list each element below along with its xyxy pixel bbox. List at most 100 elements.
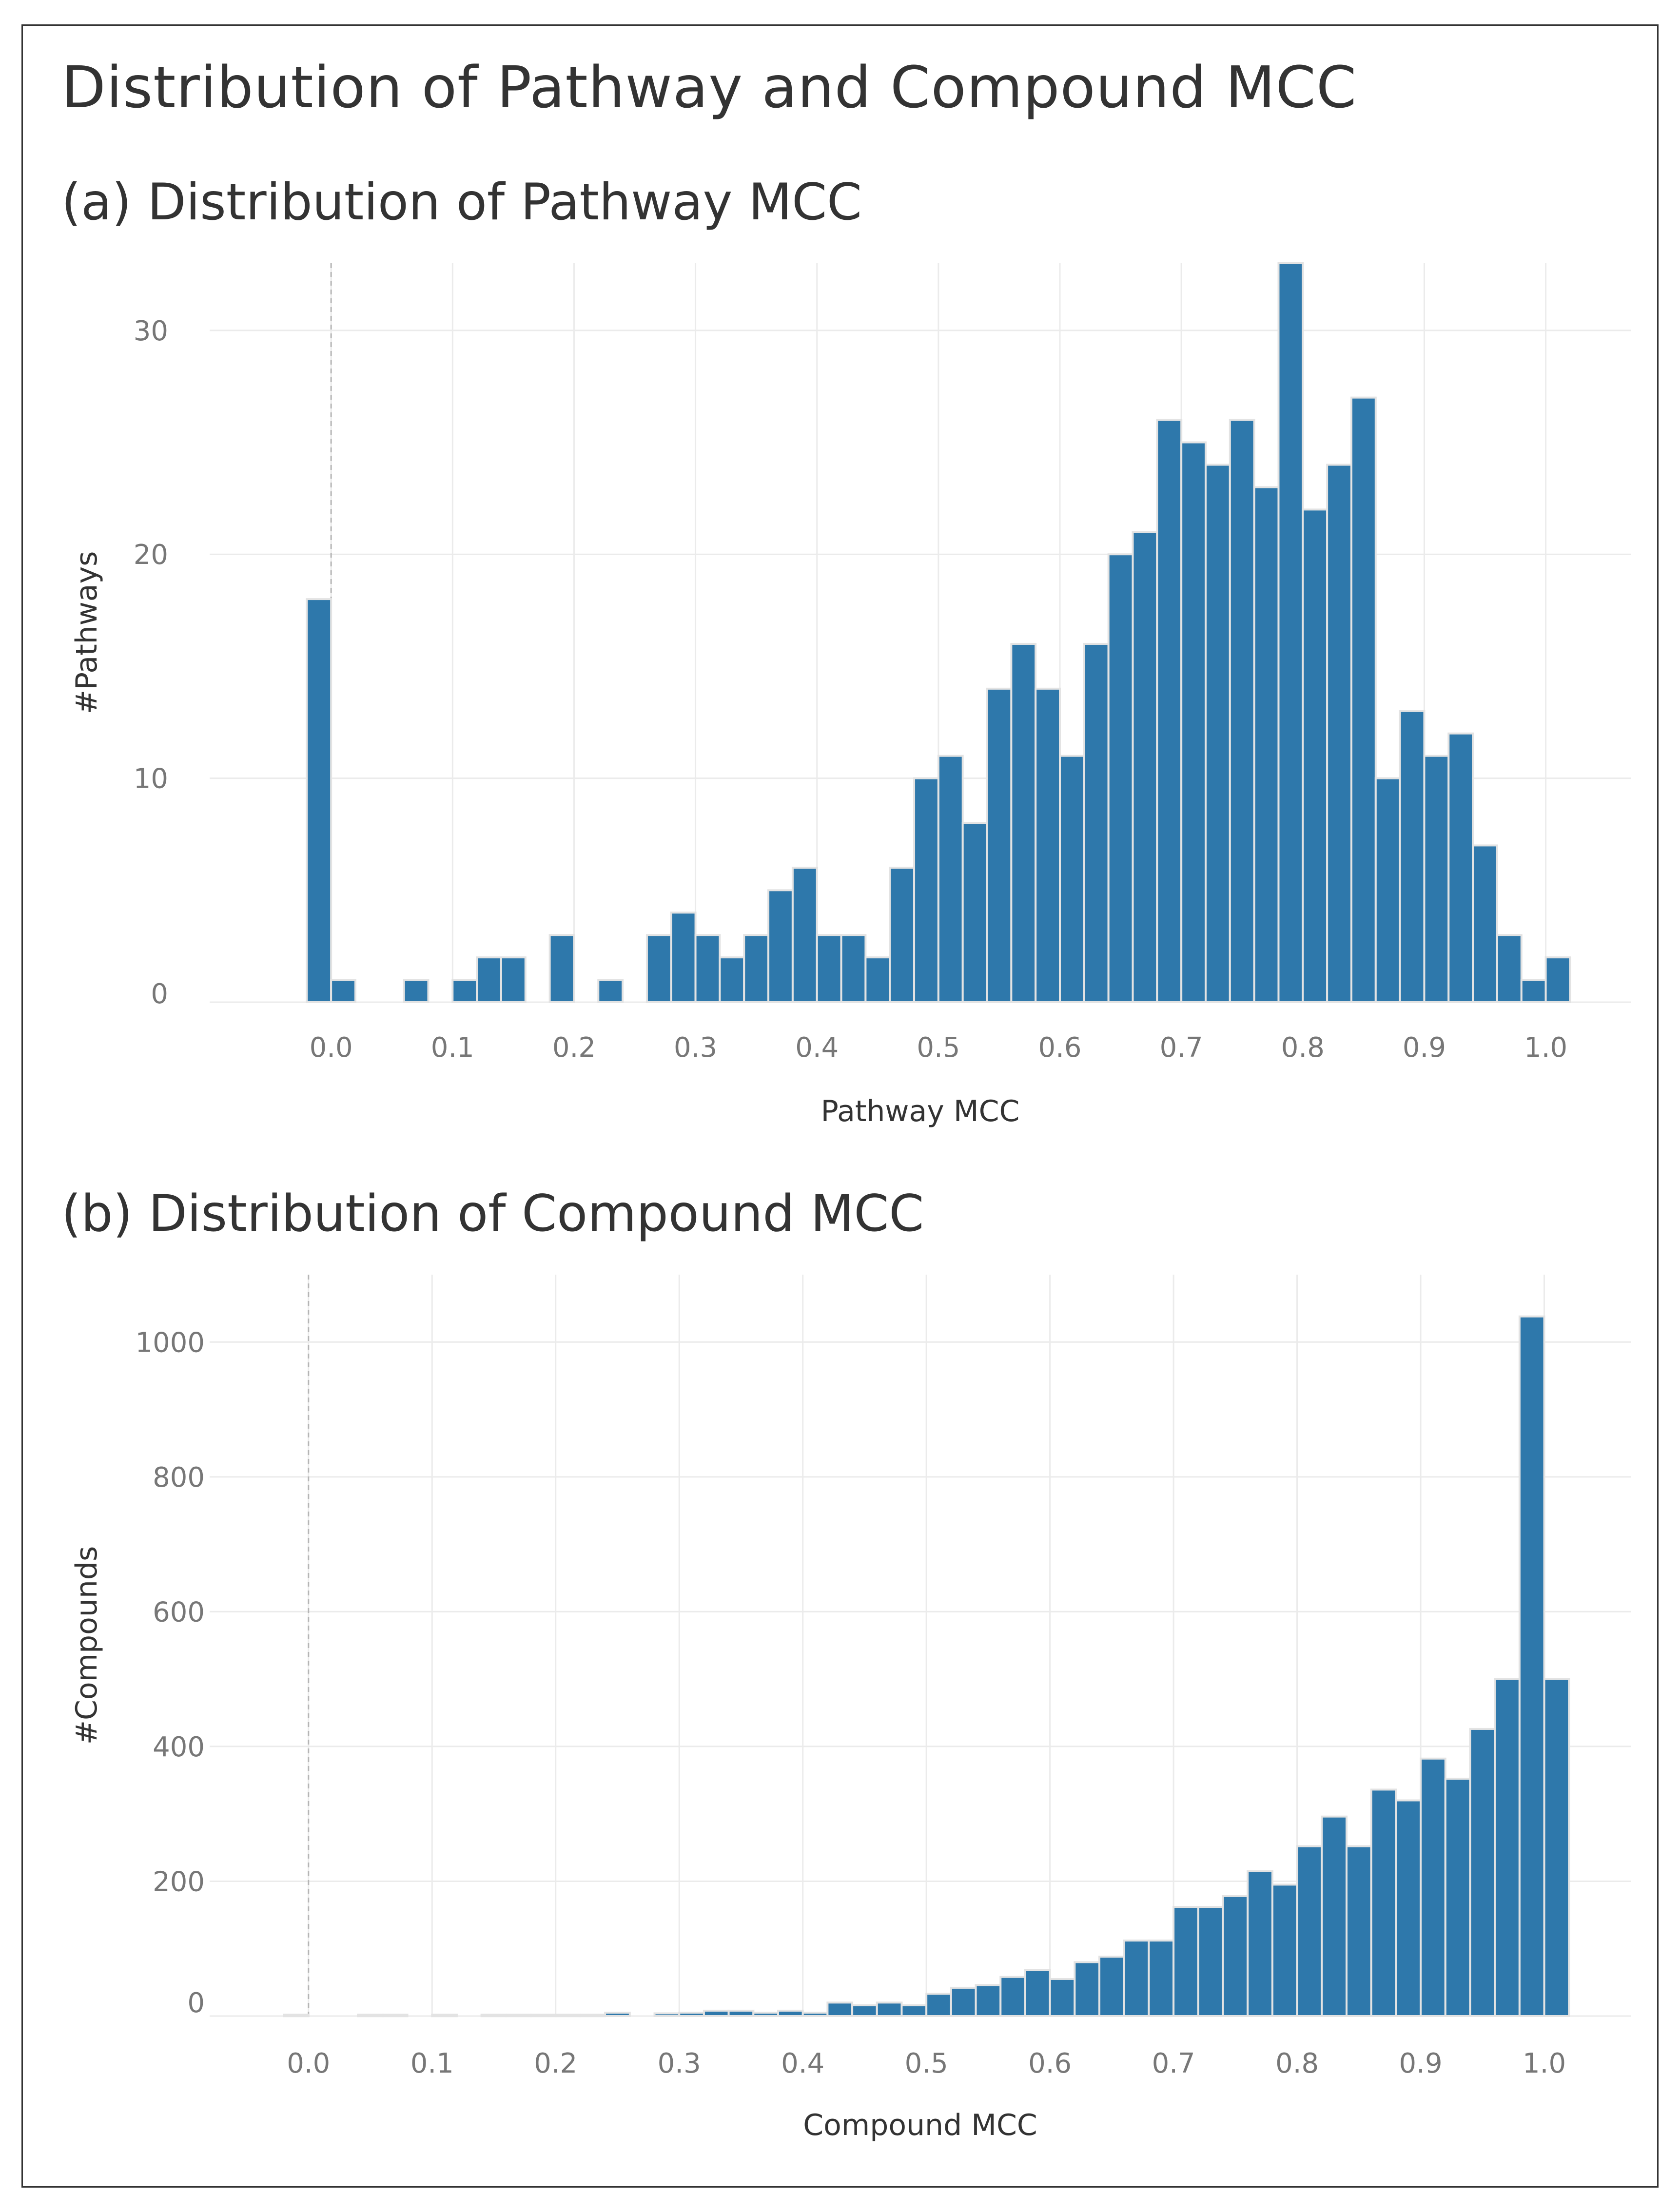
panel-a-x-tick-label: 0.1 <box>431 1032 474 1064</box>
panel-a-bar <box>864 956 891 1003</box>
panel-b-plot: 0.0 0.1 0.2 0.3 0.4 0.5 0.6 0.7 0.8 0.9 1.0 0 200 400… <box>70 1275 1631 2142</box>
panel-a-bar <box>1544 956 1571 1003</box>
figure-title: Distribution of Pathway and Compound MCC <box>61 54 1357 121</box>
panel-b-y-tick-label: 400 <box>153 1731 205 1763</box>
panel-a-bar <box>330 979 356 1003</box>
panel-a-bar <box>670 912 697 1003</box>
panel-a-bar <box>1472 844 1498 1003</box>
panel-a-bar <box>403 979 430 1003</box>
panel-a-bar <box>1059 755 1085 1003</box>
panel-b-bar <box>1469 1727 1496 2018</box>
panel-b-bar <box>653 2012 681 2018</box>
panel-b-bar <box>1123 1940 1150 2017</box>
panel-a-title-text: Distribution of Pathway MCC <box>147 173 862 232</box>
panel-b-bar <box>1247 1870 1273 2017</box>
panel-a-x-tick-label: 0.3 <box>674 1032 717 1064</box>
panel-a-bar <box>694 934 721 1003</box>
panel-b-bar <box>1148 1940 1175 2017</box>
panel-b-bar <box>851 2004 878 2018</box>
panel-b-bar <box>1370 1788 1397 2017</box>
panel-a-bar <box>1253 486 1280 1003</box>
panel-b-bar <box>801 2012 829 2018</box>
panel-b-x-axis-title: Compound MCC <box>803 2108 1037 2142</box>
panel-b-bar <box>1494 1678 1521 2018</box>
panel-b-x-tick-label: 0.2 <box>534 2048 577 2079</box>
panel-a-plot: 0.0 0.1 0.2 0.3 0.4 0.5 0.6 0.7 0.8 0.9 1.0 0 10 20 30… <box>70 262 1631 1128</box>
panel-b-bar <box>1049 1978 1076 2017</box>
panel-b-bar <box>777 2009 804 2017</box>
panel-a-bar <box>1204 464 1231 1003</box>
panel-a-x-tick-label: 0.7 <box>1160 1032 1203 1064</box>
panel-a-title: (a) Distribution of Pathway MCC <box>61 173 862 232</box>
panel-a-bar <box>1326 464 1352 1003</box>
panel-a-bar <box>791 867 818 1003</box>
panel-b-y-tick-label: 0 <box>187 1987 205 2019</box>
panel-a-bar <box>597 979 624 1003</box>
panel-a-bar <box>1010 642 1037 1003</box>
panel-a-x-tick-label: 0.0 <box>310 1032 353 1064</box>
panel-b-bar <box>1346 1845 1372 2017</box>
panel-a-bar <box>986 687 1013 1003</box>
panel-b-x-tick-label: 0.3 <box>658 2048 701 2079</box>
panel-b-bar <box>1222 1895 1249 2017</box>
panel-b-bar <box>727 2009 755 2017</box>
panel-b-bar <box>876 2001 903 2017</box>
panel-a-bar <box>1374 777 1401 1004</box>
panel-a-y-tick-label: 30 <box>134 315 168 347</box>
panel-a-x-tick-label: 0.2 <box>552 1032 596 1064</box>
panel-a-bar <box>1229 419 1255 1003</box>
panel-a-bar <box>889 867 916 1003</box>
panel-b-bar <box>1420 1757 1446 2017</box>
panel-b-bar <box>381 2014 409 2018</box>
panel-b-bar <box>579 2014 606 2018</box>
panel-a-bar <box>840 934 867 1003</box>
panel-b-bar <box>826 2001 854 2017</box>
panel-b-bar <box>554 2014 582 2018</box>
panel-b-y-axis-title: #Compounds <box>70 1546 104 1745</box>
panel-b-bar <box>1395 1799 1422 2018</box>
panel-b-x-tick-label: 0.0 <box>287 2048 330 2079</box>
panel-a-bar <box>548 934 575 1003</box>
panel-b-bar <box>678 2012 705 2018</box>
panel-b-bar <box>1271 1883 1298 2017</box>
panel-b-bar <box>999 1976 1026 2017</box>
panel-b-bar <box>1197 1905 1224 2018</box>
panel-a-bar <box>1423 755 1450 1003</box>
panel-b-bar <box>703 2009 730 2017</box>
panel-b-y-tick-label: 200 <box>153 1866 205 1898</box>
panel-a-y-axis-title: #Pathways <box>70 551 104 715</box>
panel-b-x-tick-label: 0.6 <box>1028 2048 1072 2079</box>
panel-a-bar <box>937 755 964 1003</box>
panel-a-bar <box>743 934 770 1003</box>
panel-b-x-tick-label: 0.9 <box>1399 2048 1443 2079</box>
panel-b-bar <box>530 2014 557 2018</box>
panel-b-bar <box>604 2012 631 2018</box>
panel-a-bar <box>476 956 502 1003</box>
panel-b-bar <box>950 1986 977 2018</box>
panel-a-bar <box>451 979 478 1003</box>
panel-a-bar <box>1302 508 1328 1004</box>
panel-a-y-tick-label: 10 <box>134 763 168 795</box>
panel-a-x-tick-label: 0.9 <box>1403 1032 1446 1064</box>
panel-b-title: (b) Distribution of Compound MCC <box>61 1184 924 1243</box>
panel-b-tag: (b) <box>61 1184 133 1243</box>
panel-a-bar <box>1447 732 1474 1003</box>
panel-a-bar <box>1520 979 1547 1003</box>
panel-a-tag: (a) <box>61 173 132 232</box>
panel-a-bar <box>1399 710 1426 1003</box>
panel-b-bar <box>752 2012 779 2018</box>
panel-a-bar <box>1496 934 1523 1003</box>
panel-a-bar <box>961 822 988 1003</box>
panel-a-bar <box>1083 642 1110 1003</box>
panel-b-bar <box>283 2014 310 2018</box>
panel-b-bar <box>431 2014 458 2018</box>
panel-a-bar <box>1156 419 1183 1003</box>
panel-b-y-tick-label: 800 <box>153 1462 205 1494</box>
panel-b-bar <box>480 2014 508 2018</box>
panel-a-bar <box>1350 396 1377 1003</box>
panel-b-bar <box>900 2004 928 2018</box>
panel-a-x-tick-label: 0.4 <box>795 1032 839 1064</box>
panel-b-bar <box>1296 1845 1323 2017</box>
panel-a-bar <box>1180 441 1207 1003</box>
